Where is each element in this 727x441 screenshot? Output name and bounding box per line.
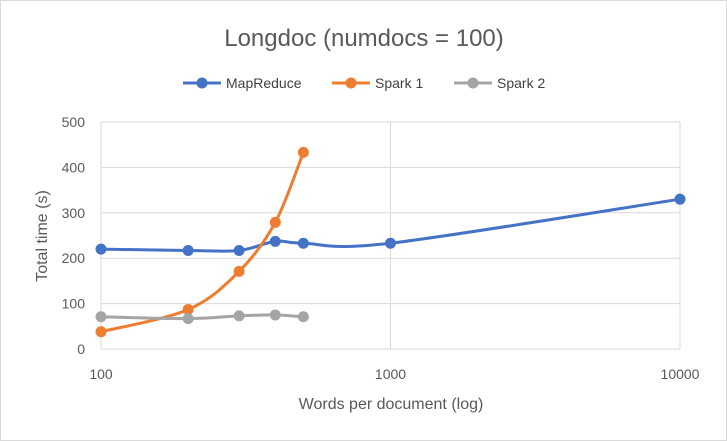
legend-swatch-marker: [345, 77, 357, 89]
data-point-spark-2: [95, 311, 107, 323]
series-spark-1: [95, 146, 309, 338]
data-point-mapreduce: [674, 193, 686, 205]
legend-label: Spark 1: [375, 75, 423, 91]
legend-swatch-marker: [467, 77, 479, 89]
data-point-spark-1: [182, 304, 194, 316]
data-point-spark-2: [297, 311, 309, 323]
data-point-spark-1: [233, 265, 245, 277]
data-point-mapreduce: [269, 235, 281, 247]
y-tick-label: 0: [77, 341, 85, 357]
x-axis-ticks: 100 1000 10000: [89, 366, 699, 382]
x-tick-label: 100: [89, 366, 113, 382]
data-point-mapreduce: [385, 237, 396, 249]
x-axis-title: Words per document (log): [299, 396, 484, 413]
y-tick-label: 500: [62, 114, 86, 130]
y-axis-title: Total time (s): [34, 190, 51, 282]
y-tick-label: 100: [62, 296, 86, 312]
data-point-mapreduce: [233, 244, 245, 256]
legend-item-spark-1: Spark 1: [332, 75, 423, 91]
legend-label: MapReduce: [226, 75, 302, 91]
legend: MapReduce Spark 1 Spark 2: [183, 75, 545, 91]
legend-item-spark-2: Spark 2: [454, 75, 545, 91]
data-point-mapreduce: [95, 243, 107, 255]
series-layer: [95, 146, 686, 338]
chart-title: Longdoc (numdocs = 100): [224, 25, 504, 52]
data-point-mapreduce: [182, 244, 194, 256]
data-point-spark-2: [233, 310, 245, 322]
x-tick-label: 1000: [375, 366, 406, 382]
data-point-spark-2: [182, 313, 194, 325]
data-point-spark-2: [269, 309, 281, 321]
data-point-spark-1: [95, 326, 107, 338]
x-tick-label: 10000: [661, 366, 700, 382]
data-point-mapreduce: [297, 237, 309, 249]
y-tick-label: 400: [62, 159, 86, 175]
y-tick-label: 200: [62, 250, 86, 266]
legend-swatch-marker: [196, 77, 208, 89]
legend-item-mapreduce: MapReduce: [183, 75, 302, 91]
series-mapreduce: [95, 193, 686, 256]
data-point-spark-1: [297, 146, 309, 158]
y-axis-ticks: 0 100 200 300 400 500: [62, 114, 86, 357]
legend-label: Spark 2: [497, 75, 545, 91]
data-point-spark-1: [269, 216, 281, 228]
y-tick-label: 300: [62, 205, 86, 221]
series-spark-2: [95, 309, 309, 325]
